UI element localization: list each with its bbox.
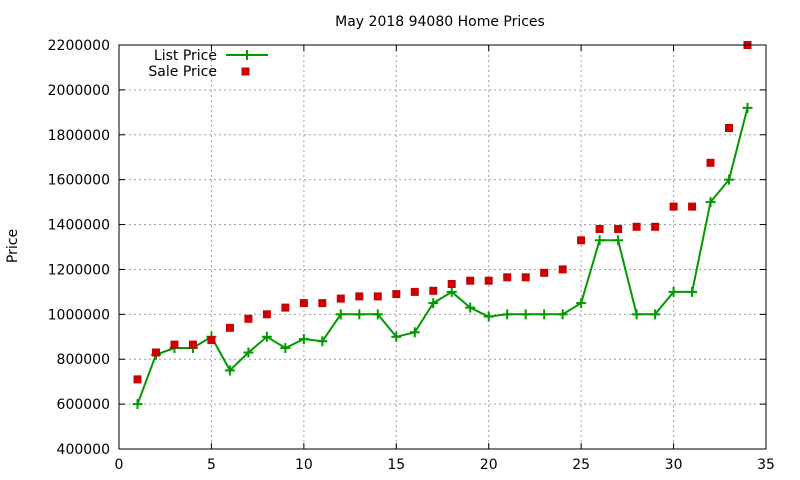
list-price-point <box>539 309 550 320</box>
list-price-point <box>502 309 513 320</box>
sale-price-point <box>133 375 142 384</box>
list-price-point <box>742 102 753 113</box>
list-price-point <box>409 327 420 338</box>
list-price-point <box>317 336 328 347</box>
y-tick-label: 400000 <box>57 442 110 458</box>
sale-price-point <box>614 225 623 233</box>
y-tick-label: 1400000 <box>48 218 110 234</box>
legend-label-sale-price: Sale Price <box>148 64 217 80</box>
y-tick-label: 1000000 <box>48 307 110 323</box>
x-tick-label: 35 <box>757 457 775 473</box>
sale-price-point <box>410 287 419 296</box>
y-tick-label: 1200000 <box>48 262 110 278</box>
sale-price-point <box>447 280 456 288</box>
sale-price-point <box>170 340 179 349</box>
list-price-point <box>705 197 716 208</box>
list-price-point <box>483 311 494 322</box>
y-tick-label: 2000000 <box>48 83 110 99</box>
list-price-point <box>335 309 346 320</box>
sale-price-point <box>688 202 697 211</box>
list-price-point <box>391 331 402 342</box>
list-price-point <box>354 309 365 320</box>
list-price-point <box>280 343 291 353</box>
y-tick-label: 600000 <box>57 397 110 413</box>
sale-price-point <box>595 225 604 233</box>
sale-price-point <box>318 299 327 308</box>
chart-title: May 2018 94080 Home Prices <box>335 14 545 30</box>
y-tick-label: 2200000 <box>48 38 110 54</box>
axis-ticks: 0 5 10 15 20 25 30 35 400000 600000 800000 1000000 1… <box>48 38 775 473</box>
list-price-point <box>243 347 254 358</box>
sale-price-point <box>706 158 715 167</box>
x-tick-label: 5 <box>207 457 216 473</box>
sale-price-point <box>262 310 271 319</box>
sale-price-point <box>225 323 234 332</box>
sale-price-point <box>152 348 160 357</box>
list-price-point <box>132 399 143 410</box>
legend-label-list-price: List Price <box>154 48 217 64</box>
list-price-point <box>372 309 383 320</box>
sale-price-point <box>503 273 512 282</box>
sale-price-point <box>336 294 345 303</box>
sale-price-point <box>651 222 660 231</box>
sale-price-point <box>725 124 733 132</box>
data-points <box>132 41 753 410</box>
sale-price-point <box>429 286 438 295</box>
legend-plus-mark <box>242 50 252 60</box>
list-price-point <box>594 235 605 246</box>
y-tick-label: 1600000 <box>48 173 110 189</box>
list-price-point <box>261 331 272 342</box>
list-price-point <box>224 365 235 376</box>
sale-price-point <box>188 340 197 349</box>
x-tick-label: 30 <box>665 457 683 473</box>
sale-price-point <box>558 265 567 274</box>
x-tick-label: 20 <box>480 457 498 473</box>
sale-price-point <box>540 268 549 277</box>
list-price-point <box>428 298 439 309</box>
sale-price-point <box>392 290 401 299</box>
sale-price-point <box>244 314 253 323</box>
sale-price-point <box>484 276 493 285</box>
x-tick-label: 25 <box>572 457 590 473</box>
list-price-point <box>520 309 531 320</box>
y-tick-label: 800000 <box>57 352 110 368</box>
list-price-point <box>631 309 642 320</box>
sale-price-point <box>281 303 290 312</box>
sale-price-point <box>577 236 586 245</box>
list-price-point <box>446 286 457 297</box>
list-price-point <box>724 174 735 185</box>
list-price-point <box>613 235 624 246</box>
y-tick-label: 1800000 <box>48 128 110 144</box>
x-tick-label: 15 <box>387 457 405 473</box>
y-axis-label: Price <box>5 229 21 263</box>
list-price-point <box>298 334 309 345</box>
series-line-list-price <box>136 107 749 405</box>
sale-price-point <box>466 276 475 285</box>
legend: List Price Sale Price <box>148 48 268 80</box>
list-price-point <box>650 309 661 320</box>
sale-price-point <box>207 336 216 345</box>
sale-price-point <box>632 222 641 231</box>
sale-price-point <box>373 292 382 301</box>
sale-price-point <box>299 299 308 308</box>
sale-price-point <box>355 292 364 301</box>
list-price-point <box>576 298 587 309</box>
sale-price-point <box>669 202 678 211</box>
list-price-point <box>668 286 679 297</box>
x-tick-label: 0 <box>115 457 124 473</box>
series-lines <box>136 107 749 405</box>
grid-lines <box>119 45 766 449</box>
legend-marker-list-price <box>242 50 252 60</box>
list-price-point <box>687 286 698 297</box>
x-tick-label: 10 <box>295 457 313 473</box>
list-price-point <box>557 309 568 320</box>
legend-marker-sale-price <box>241 67 250 76</box>
plot-frame <box>118 44 767 450</box>
sale-price-point <box>521 273 530 282</box>
list-price-point <box>465 302 476 313</box>
